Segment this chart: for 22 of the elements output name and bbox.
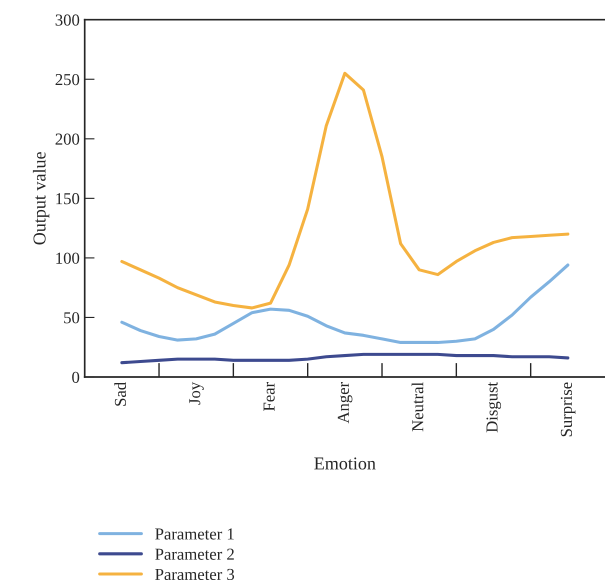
y-tick-label: 250 [56, 74, 80, 86]
y-tick-label: 200 [56, 134, 80, 145]
x-tick-label: Anger [338, 382, 352, 424]
y-tick-label: 100 [56, 252, 80, 264]
x-tick-label: Sad [114, 382, 126, 406]
legend-label: Parameter 3 [155, 568, 234, 580]
x-tick-label: Joy [189, 382, 204, 405]
y-tick-label: 0 [72, 372, 80, 383]
x-tick-label: Disgust [486, 382, 502, 432]
y-tick-label: 150 [56, 193, 80, 204]
legend-label: Parameter 2 [155, 548, 234, 560]
legend-label: Parameter 1 [155, 528, 234, 540]
x-tick-label: Surprise [560, 382, 576, 436]
line-series [120, 264, 570, 344]
y-axis-title: Output value [32, 152, 50, 245]
y-tick-label: 50 [64, 312, 80, 324]
line-series [120, 352, 570, 364]
x-tick-label: Fear [264, 382, 275, 411]
y-tick-label: 300 [56, 14, 80, 26]
line-series [120, 72, 570, 310]
x-axis-title: Emotion [314, 457, 376, 470]
x-tick-label: Neutral [412, 382, 424, 432]
